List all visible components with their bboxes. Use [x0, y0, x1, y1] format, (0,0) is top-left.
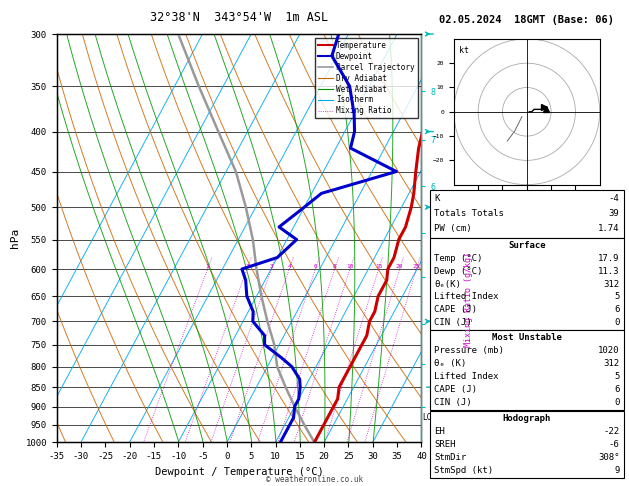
- Text: Mixing Ratio (g/kg): Mixing Ratio (g/kg): [464, 252, 473, 347]
- Text: 10: 10: [346, 264, 353, 269]
- Text: © weatheronline.co.uk: © weatheronline.co.uk: [266, 474, 363, 484]
- Text: 11.3: 11.3: [598, 267, 620, 276]
- Text: 0: 0: [614, 318, 620, 327]
- Text: 1020: 1020: [598, 347, 620, 355]
- Text: 3: 3: [269, 264, 273, 269]
- Text: 1: 1: [206, 264, 209, 269]
- Y-axis label: hPa: hPa: [10, 228, 20, 248]
- Text: 5: 5: [614, 293, 620, 301]
- Text: 6: 6: [614, 305, 620, 314]
- Text: Pressure (mb): Pressure (mb): [434, 347, 504, 355]
- Text: PW (cm): PW (cm): [434, 225, 472, 233]
- X-axis label: Dewpoint / Temperature (°C): Dewpoint / Temperature (°C): [155, 467, 323, 477]
- Text: Most Unstable: Most Unstable: [492, 333, 562, 343]
- Text: CAPE (J): CAPE (J): [434, 305, 477, 314]
- Text: Lifted Index: Lifted Index: [434, 372, 499, 382]
- Text: Lifted Index: Lifted Index: [434, 293, 499, 301]
- Text: SREH: SREH: [434, 440, 455, 449]
- Text: 02.05.2024  18GMT (Base: 06): 02.05.2024 18GMT (Base: 06): [439, 15, 615, 25]
- Text: θₑ(K): θₑ(K): [434, 279, 461, 289]
- Text: Hodograph: Hodograph: [503, 414, 551, 423]
- Text: θₑ (K): θₑ (K): [434, 359, 466, 368]
- Text: 312: 312: [603, 359, 620, 368]
- Text: 15: 15: [375, 264, 382, 269]
- Text: 2: 2: [245, 264, 249, 269]
- Text: Temp (°C): Temp (°C): [434, 254, 482, 263]
- Text: CAPE (J): CAPE (J): [434, 385, 477, 394]
- Legend: Temperature, Dewpoint, Parcel Trajectory, Dry Adiabat, Wet Adiabat, Isotherm, Mi: Temperature, Dewpoint, Parcel Trajectory…: [314, 38, 418, 119]
- Text: -4: -4: [609, 194, 620, 203]
- Text: K: K: [434, 194, 440, 203]
- Text: 6: 6: [614, 385, 620, 394]
- Text: 4: 4: [287, 264, 291, 269]
- Text: 39: 39: [609, 209, 620, 218]
- Text: 17.9: 17.9: [598, 254, 620, 263]
- Text: -22: -22: [603, 427, 620, 436]
- Text: 20: 20: [396, 264, 403, 269]
- Text: 6: 6: [314, 264, 317, 269]
- Text: StmSpd (kt): StmSpd (kt): [434, 466, 493, 475]
- Text: CIN (J): CIN (J): [434, 318, 472, 327]
- Text: 25: 25: [413, 264, 420, 269]
- Text: 0: 0: [614, 398, 620, 407]
- Text: LCL: LCL: [422, 413, 436, 422]
- Text: StmDir: StmDir: [434, 453, 466, 462]
- Text: 1.74: 1.74: [598, 225, 620, 233]
- Text: Totals Totals: Totals Totals: [434, 209, 504, 218]
- Text: 9: 9: [614, 466, 620, 475]
- Text: 308°: 308°: [598, 453, 620, 462]
- Text: CIN (J): CIN (J): [434, 398, 472, 407]
- Text: -6: -6: [609, 440, 620, 449]
- Text: 8: 8: [333, 264, 337, 269]
- Text: Dewp (°C): Dewp (°C): [434, 267, 482, 276]
- Text: 5: 5: [614, 372, 620, 382]
- Text: EH: EH: [434, 427, 445, 436]
- Text: kt: kt: [459, 46, 469, 55]
- Y-axis label: km
ASL: km ASL: [447, 238, 463, 258]
- Text: 32°38'N  343°54'W  1m ASL: 32°38'N 343°54'W 1m ASL: [150, 11, 328, 24]
- Text: 312: 312: [603, 279, 620, 289]
- Text: Surface: Surface: [508, 241, 545, 250]
